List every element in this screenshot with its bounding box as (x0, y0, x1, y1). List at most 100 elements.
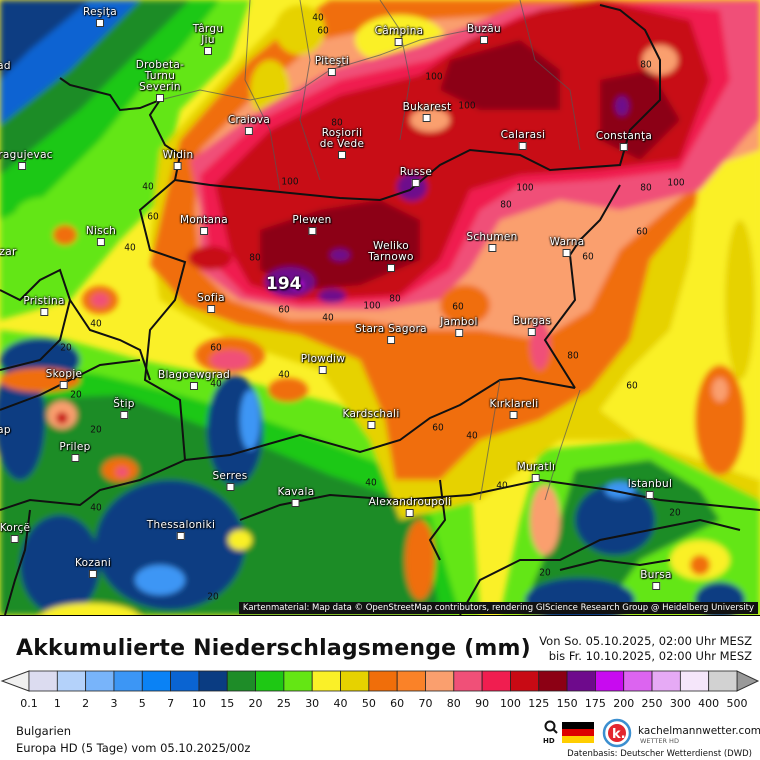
legend-swatch (708, 670, 738, 692)
legend-tick-label: 3 (110, 697, 118, 710)
contour-label: 60 (582, 251, 594, 263)
legend-swatch (396, 670, 426, 692)
city-label: Thessaloniki (147, 520, 215, 540)
contour-label: 80 (567, 350, 579, 362)
contour-label: 80 (249, 252, 261, 264)
legend-above-arrow (736, 670, 760, 692)
legend-tick-label: 1 (53, 697, 61, 710)
city-name: Kardschali (342, 408, 400, 420)
legend-tick-label: 125 (528, 697, 550, 710)
legend-swatch (623, 670, 653, 692)
city-label: Kardschali (342, 409, 399, 429)
legend-swatch (141, 670, 171, 692)
contour-label: 60 (626, 380, 638, 392)
contour-label: 60 (636, 226, 648, 238)
contour-label: 40 (142, 181, 154, 193)
contour-label: 20 (669, 507, 681, 519)
city-label: Bukarest (403, 102, 452, 122)
city-label: Buzău (467, 24, 501, 44)
legend-tick-label: 0.1 (20, 697, 38, 710)
city-name: Stara Sagora (355, 323, 427, 335)
city-name: Kragujevac (0, 149, 53, 161)
zoom-hd-icon[interactable] (544, 720, 558, 734)
precipitation-map[interactable]: Reşiţa Târgu Jiu Drobeta-Turnu Severin C… (0, 0, 760, 616)
city-label: Plowdiw (301, 354, 346, 374)
legend-tick-label: 10 (191, 697, 206, 710)
city-label: Piteşti (315, 56, 349, 76)
legend-tick-label: 7 (167, 697, 175, 710)
contour-label: 40 (322, 312, 334, 324)
model-label: Europa HD (5 Tage) vom 05.10.2025/00z (16, 741, 251, 755)
city-label: Constanţa (596, 131, 652, 151)
peak-value-label: 194 (266, 274, 302, 294)
city-label: Kırklareli (490, 399, 539, 419)
city-name: Thessaloniki (146, 519, 216, 531)
city-name: Drobeta-Turnu Severin (135, 59, 185, 93)
region-label: Bulgarien (16, 724, 72, 738)
city-name: Roşiorii de Vede (319, 127, 365, 150)
city-name: Alexandroupoli (368, 496, 452, 508)
contour-label: 80 (331, 117, 343, 129)
legend-swatch (113, 670, 143, 692)
zoom-hd-label: HD (543, 737, 555, 745)
brand-name[interactable]: kachelmannwetter.com (638, 725, 760, 737)
contour-label: 100 (425, 71, 443, 83)
contour-label: 40 (496, 480, 508, 492)
city-label: Târgu Jiu (191, 24, 225, 55)
contour-label: 80 (640, 59, 652, 71)
legend-swatch (538, 670, 568, 692)
city-label: Craiova (228, 115, 270, 135)
city-name: Weliko Tarnowo (368, 240, 414, 263)
city-label: ad (0, 61, 11, 72)
legend-swatch (255, 670, 285, 692)
legend-tick-label: 90 (475, 697, 490, 710)
city-name: Skopje (45, 368, 83, 380)
city-label: Schumen (466, 232, 517, 252)
city-label: Bursa (640, 570, 672, 590)
country-borders (0, 4, 760, 615)
legend-swatch (453, 670, 483, 692)
contour-label: 80 (500, 199, 512, 211)
legend-tick-label: 175 (584, 697, 606, 710)
city-label: Roşiorii de Vede (317, 128, 367, 159)
city-label: Weliko Tarnowo (366, 241, 416, 272)
city-name: Blagoewgrad (157, 369, 231, 381)
legend-tick-label: 100 (499, 697, 521, 710)
legend-tick-label: 300 (669, 697, 691, 710)
legend-swatch (226, 670, 256, 692)
city-label: Muratlı (517, 462, 556, 482)
city-name: Widin (162, 149, 194, 161)
city-name: Schumen (466, 231, 518, 243)
city-name: Warna (549, 236, 585, 248)
contour-label: 100 (667, 177, 685, 189)
period-from: Von So. 05.10.2025, 02:00 Uhr MESZ (539, 634, 752, 648)
city-label: Kragujevac (0, 150, 53, 170)
city-name: Plewen (292, 214, 332, 226)
city-name: ad (0, 60, 11, 72)
legend-swatch (651, 670, 681, 692)
city-label: Blagoewgrad (158, 370, 230, 390)
city-name: Kırklareli (489, 398, 539, 410)
contour-label: 60 (432, 422, 444, 434)
city-label: Sofia (197, 293, 225, 313)
contour-label: 40 (312, 12, 324, 24)
city-label: Burgas (513, 316, 551, 336)
legend-tick-label: 200 (613, 697, 635, 710)
city-label: Kavala (278, 487, 315, 507)
city-name: Muratlı (516, 461, 556, 473)
brand-subtitle: WETTER HD (640, 737, 679, 745)
city-name: Reşiţa (82, 6, 118, 18)
period: Von So. 05.10.2025, 02:00 Uhr MESZ bis F… (539, 634, 752, 664)
legend-swatch (170, 670, 200, 692)
legend-swatch (28, 670, 58, 692)
legend-swatch (566, 670, 596, 692)
contour-label: 40 (90, 502, 102, 514)
legend-tick-label: 80 (446, 697, 461, 710)
legend-tick-label: 250 (641, 697, 663, 710)
contour-label: 100 (516, 182, 534, 194)
contour-label: 40 (365, 477, 377, 489)
city-name: Pristina (23, 295, 65, 307)
logos: HD k. (543, 718, 632, 748)
city-label: Nisch (86, 226, 116, 246)
city-name: Constanţa (595, 130, 653, 142)
